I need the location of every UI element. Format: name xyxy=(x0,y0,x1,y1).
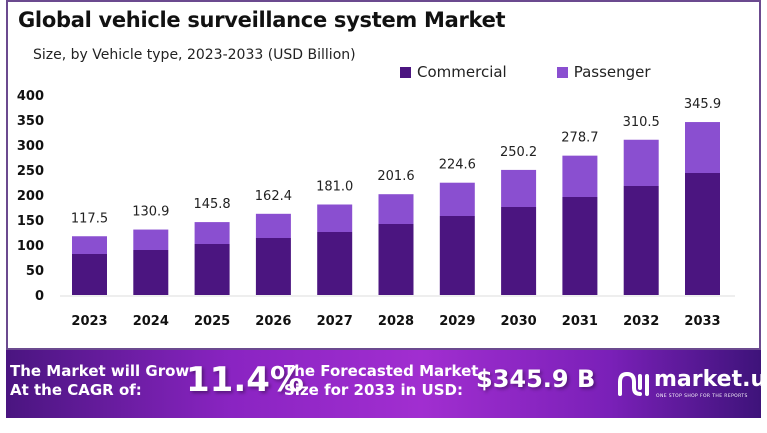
bar-commercial-2028 xyxy=(378,224,414,295)
y-tick-label: 0 xyxy=(35,289,44,304)
bar-commercial-2033 xyxy=(685,173,720,295)
cagr-value: 11.4% xyxy=(186,360,304,400)
bar-commercial-2025 xyxy=(194,244,230,295)
bar-passenger-2031 xyxy=(562,155,598,197)
x-tick-label: 2033 xyxy=(684,314,720,329)
bar-passenger-2027 xyxy=(317,204,353,232)
forecast-value: $345.9 B xyxy=(476,365,596,393)
x-tick-label: 2030 xyxy=(501,314,537,329)
x-tick-label: 2025 xyxy=(194,314,230,329)
legend-label-commercial: Commercial xyxy=(417,63,507,81)
data-label-total: 201.6 xyxy=(377,169,414,184)
x-tick-label: 2026 xyxy=(255,314,291,329)
x-tick-label: 2031 xyxy=(562,314,598,329)
forecast-label: The Forecasted Market Size for 2033 in U… xyxy=(284,362,478,400)
y-tick-label: 50 xyxy=(26,264,44,279)
bar-commercial-2023 xyxy=(72,254,107,295)
bar-chart: 0 50 100 150 200 250 300 350 400 117.5 2023 130.9 20… xyxy=(17,89,735,329)
bar-passenger-2029 xyxy=(439,182,475,216)
data-label-total: 310.5 xyxy=(623,115,660,130)
cagr-label-line1: The Market will Grow xyxy=(10,362,190,380)
x-tick-label: 2024 xyxy=(133,314,169,329)
y-tick-label: 350 xyxy=(17,114,44,129)
bar-passenger-2030 xyxy=(501,169,537,207)
data-label-total: 130.9 xyxy=(132,205,169,220)
cagr-label-line2: At the CAGR of: xyxy=(10,381,142,399)
legend-swatch-passenger xyxy=(556,66,568,78)
x-tick-label: 2023 xyxy=(71,314,107,329)
x-tick-label: 2032 xyxy=(623,314,659,329)
legend-item-commercial: Commercial xyxy=(400,63,507,81)
legend-item-passenger: Passenger xyxy=(556,63,651,81)
bar-passenger-2033 xyxy=(685,122,720,173)
bar-commercial-2026 xyxy=(255,238,291,295)
cagr-label: The Market will Grow At the CAGR of: xyxy=(10,362,189,400)
data-label-total: 162.4 xyxy=(255,189,292,204)
summary-banner: The Market will Grow At the CAGR of: 11.… xyxy=(6,350,767,418)
y-tick-label: 100 xyxy=(17,239,44,254)
bar-passenger-2032 xyxy=(623,139,659,186)
market-us-logo-icon xyxy=(618,371,649,396)
bar-commercial-2030 xyxy=(501,207,537,295)
y-tick-label: 150 xyxy=(17,214,44,229)
logo-tagline: ONE STOP SHOP FOR THE REPORTS xyxy=(656,394,748,399)
forecast-label-line1: The Forecasted Market xyxy=(284,362,479,380)
bar-commercial-2031 xyxy=(562,197,598,295)
legend-label-passenger: Passenger xyxy=(573,63,651,81)
data-label-total: 145.8 xyxy=(193,197,230,212)
data-label-total: 345.9 xyxy=(684,97,721,112)
chart-title: Global vehicle surveillance system Marke… xyxy=(18,8,506,32)
bar-passenger-2028 xyxy=(378,194,414,224)
bar-commercial-2027 xyxy=(317,232,353,295)
bar-commercial-2029 xyxy=(439,216,475,295)
data-label-total: 278.7 xyxy=(561,131,598,146)
y-tick-label: 250 xyxy=(17,164,44,179)
legend-swatch-commercial xyxy=(400,66,411,78)
forecast-label-line2: Size for 2033 in USD: xyxy=(284,381,463,399)
data-label-total: 224.6 xyxy=(439,158,476,173)
y-tick-label: 200 xyxy=(17,189,44,204)
bar-commercial-2032 xyxy=(623,186,659,295)
chart-subtitle: Size, by Vehicle type, 2023-2033 (USD Bi… xyxy=(33,47,356,63)
data-label-total: 250.2 xyxy=(500,145,537,160)
bar-commercial-2024 xyxy=(133,250,169,295)
chart-frame xyxy=(6,0,761,350)
y-tick-label: 400 xyxy=(17,89,44,104)
logo-text: market.us xyxy=(654,367,767,392)
bar-passenger-2024 xyxy=(133,229,169,250)
data-label-total: 181.0 xyxy=(316,180,353,195)
bar-passenger-2026 xyxy=(255,213,291,238)
legend: Commercial Passenger xyxy=(400,63,651,81)
x-tick-label: 2028 xyxy=(378,314,414,329)
bar-passenger-2023 xyxy=(72,236,107,254)
x-tick-label: 2027 xyxy=(317,314,353,329)
y-tick-label: 300 xyxy=(17,139,44,154)
bar-passenger-2025 xyxy=(194,222,230,244)
x-tick-label: 2029 xyxy=(439,314,475,329)
data-label-total: 117.5 xyxy=(71,211,108,226)
